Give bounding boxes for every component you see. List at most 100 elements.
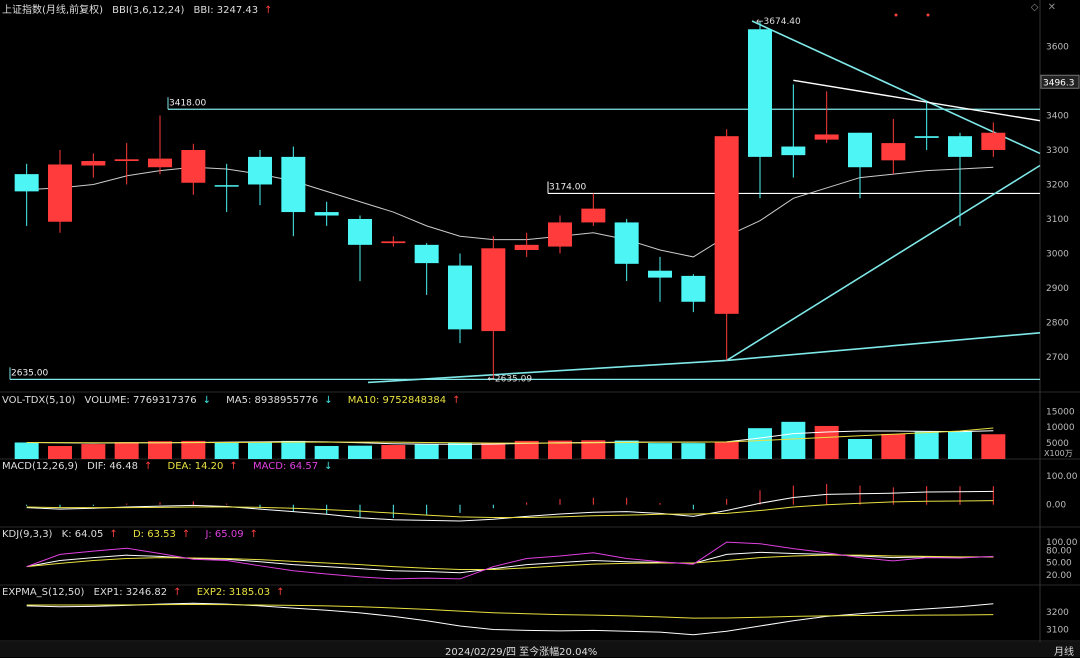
kdj-y-tick: 80.00 xyxy=(1046,546,1072,556)
index-name: 上证指数(月线,前复权) xyxy=(2,5,103,16)
candle-body xyxy=(181,149,206,183)
candle-body xyxy=(348,218,372,245)
y-tick-label: 2900 xyxy=(1046,284,1069,294)
macd-dif-text: DIF: 46.48 xyxy=(87,461,138,472)
vol-name: VOL-TDX(5,10) xyxy=(2,395,76,406)
expma-exp2-line xyxy=(26,603,994,619)
bbi-value: BBI: 3247.43 ↑ xyxy=(194,5,279,16)
macd-dif-line xyxy=(26,490,994,522)
macd-dea: DEA: 14.20 ↑ xyxy=(168,461,244,472)
volume-bar xyxy=(814,425,839,459)
vol-unit-label: X100万 xyxy=(1044,449,1073,458)
vol-ma5-arrow: ↓ xyxy=(324,395,333,406)
volume-bar xyxy=(248,442,272,459)
vol-y-tick: 5000 xyxy=(1046,439,1069,449)
kdj-y-tick: 50.00 xyxy=(1046,559,1072,569)
volume-bar xyxy=(314,445,339,459)
volume-bar xyxy=(281,440,306,459)
candle-body xyxy=(648,270,672,278)
y-tick-label: 3200 xyxy=(1046,180,1069,190)
vol-volume-arrow: ↓ xyxy=(202,395,211,406)
candle-body xyxy=(281,156,306,213)
vol-y-tick: 15000 xyxy=(1046,407,1075,417)
volume-bar xyxy=(581,440,606,459)
main-header: 上证指数(月线,前复权) BBI(3,6,12,24) BBI: 3247.43… xyxy=(2,1,285,16)
macd-y-tick: 100.00 xyxy=(1046,472,1078,482)
kdj-y-tick: 100.00 xyxy=(1046,538,1078,548)
kdj-k-arrow: ↑ xyxy=(109,529,118,540)
y-tick-label: 3400 xyxy=(1046,111,1069,121)
candle-body xyxy=(514,244,539,251)
candle-body xyxy=(314,212,339,216)
period-button[interactable]: 月线 xyxy=(1054,647,1074,658)
volume-bar xyxy=(981,434,1006,459)
candle-body xyxy=(714,136,739,314)
volume-bar xyxy=(214,442,239,459)
candle-body xyxy=(781,146,806,156)
candle-body xyxy=(881,143,906,161)
kdj-j: J: 65.09 ↑ xyxy=(205,529,264,540)
expma-exp1-line xyxy=(26,602,994,636)
volume-bar xyxy=(114,442,139,459)
expma-header: EXPMA_S(12,50) EXP1: 3246.82 ↑ EXP2: 3185… xyxy=(2,587,297,598)
candle-body xyxy=(448,265,472,330)
expma-exp2-text: EXP2: 3185.03 xyxy=(196,587,271,598)
range-hint: 2024/02/29/四 至今涨幅20.04% xyxy=(445,647,598,658)
y-tick-label: 3600 xyxy=(1046,42,1069,52)
candle-body xyxy=(914,136,939,138)
candle-body xyxy=(614,222,639,264)
trend-line-base-ext xyxy=(726,332,1041,362)
macd-macd-text: MACD: 64.57 xyxy=(252,461,319,472)
vol-ma10: MA10: 9752848384 ↑ xyxy=(348,395,467,406)
marker-dot xyxy=(894,13,898,17)
kdj-header: KDJ(9,3,3) K: 64.05 ↑ D: 63.53 ↑ J: 65.09 ↑ xyxy=(2,529,270,540)
macd-macd-arrow: ↓ xyxy=(324,461,333,472)
kdj-d: D: 63.53 ↑ xyxy=(133,529,196,540)
current-price-label: 3496.3 xyxy=(1043,78,1075,88)
expma-exp1-text: EXP1: 3246.82 xyxy=(93,587,168,598)
candle-body xyxy=(481,248,506,332)
macd-dea-arrow: ↑ xyxy=(229,461,238,472)
bbi-name: BBI(3,6,12,24) xyxy=(112,5,185,16)
volume-bar xyxy=(648,443,672,459)
volume-bar xyxy=(414,444,439,459)
candle-body xyxy=(248,156,272,185)
expma-name: EXPMA_S(12,50) xyxy=(2,587,85,598)
candle-body xyxy=(848,132,872,168)
volume-bar xyxy=(81,444,106,459)
macd-name: MACD(12,26,9) xyxy=(2,461,78,472)
kdj-k: K: 64.05 ↑ xyxy=(62,529,124,540)
close-icon[interactable]: ✕ xyxy=(1047,2,1056,13)
trend-line-up xyxy=(726,164,1041,362)
low-annotation: ←2635.09 xyxy=(487,374,532,384)
volume-bar xyxy=(481,442,506,459)
expma-y-tick: 3100 xyxy=(1046,626,1069,636)
volume-bar xyxy=(181,440,206,459)
kdj-k-text: K: 64.05 xyxy=(61,529,104,540)
volume-bar xyxy=(14,442,39,459)
candle-body xyxy=(681,275,706,302)
y-tick-label: 2700 xyxy=(1046,353,1069,363)
kdj-y-tick: 20.00 xyxy=(1046,571,1072,581)
level-label: 3174.00 xyxy=(549,182,586,192)
y-tick-label: 3300 xyxy=(1046,146,1069,156)
volume-bar xyxy=(514,440,539,459)
macd-dif-arrow: ↑ xyxy=(143,461,153,472)
candle-body xyxy=(114,159,139,162)
level-label: 3418.00 xyxy=(169,98,206,108)
settings-diamond-icon[interactable]: ◇ xyxy=(1030,2,1039,13)
candle-body xyxy=(381,241,406,244)
high-annotation: ←3674.40 xyxy=(756,17,801,27)
volume-bar xyxy=(781,421,806,459)
bbi-arrow: ↑ xyxy=(264,5,273,16)
current-price-box xyxy=(1040,74,1080,89)
vol-ma10-line xyxy=(26,427,994,444)
kdj-j-text: J: 65.09 xyxy=(205,529,244,540)
volume-bar xyxy=(714,441,739,459)
kdj-d-arrow: ↑ xyxy=(181,529,191,540)
y-tick-label: 3100 xyxy=(1046,215,1069,225)
volume-bar xyxy=(448,442,472,459)
macd-header: MACD(12,26,9) DIF: 46.48 ↑ DEA: 14.20 ↑ MA… xyxy=(2,461,345,472)
vol-volume: VOLUME: 7769317376 ↓ xyxy=(85,395,217,406)
